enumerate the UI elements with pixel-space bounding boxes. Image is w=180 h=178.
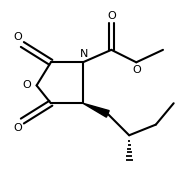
Text: O: O: [133, 65, 141, 75]
Polygon shape: [83, 103, 109, 117]
Text: N: N: [80, 49, 88, 59]
Text: O: O: [108, 11, 117, 21]
Text: O: O: [22, 80, 31, 90]
Text: O: O: [14, 32, 22, 42]
Text: O: O: [14, 123, 22, 133]
